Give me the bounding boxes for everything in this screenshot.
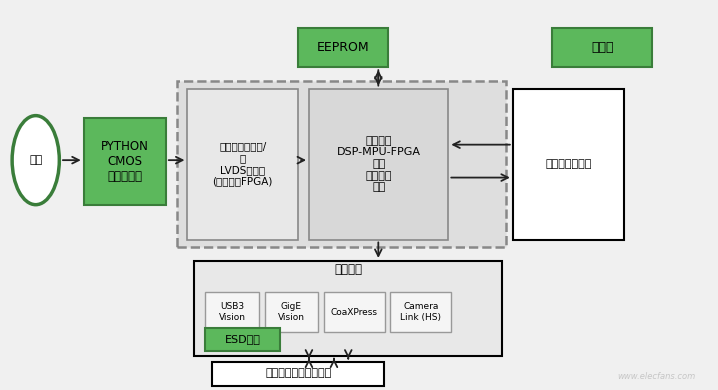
Text: PYTHON
CMOS
图像传感器: PYTHON CMOS 图像传感器 [101, 140, 149, 183]
FancyBboxPatch shape [391, 292, 452, 332]
FancyBboxPatch shape [265, 292, 318, 332]
Text: EEPROM: EEPROM [317, 41, 369, 54]
FancyBboxPatch shape [552, 28, 652, 67]
Text: CoaXPress: CoaXPress [331, 308, 378, 317]
Text: www.elecfans.com: www.elecfans.com [617, 372, 695, 381]
FancyBboxPatch shape [513, 89, 624, 239]
FancyBboxPatch shape [213, 362, 384, 385]
FancyBboxPatch shape [187, 89, 298, 239]
FancyBboxPatch shape [324, 292, 385, 332]
Ellipse shape [12, 115, 60, 205]
FancyBboxPatch shape [83, 117, 166, 205]
FancyBboxPatch shape [309, 89, 449, 239]
Text: 视频接口: 视频接口 [335, 263, 363, 276]
Text: 高速存储器接口: 高速存储器接口 [545, 159, 592, 169]
Text: Camera
Link (HS): Camera Link (HS) [401, 302, 442, 322]
Text: USB3
Vision: USB3 Vision [218, 302, 246, 322]
Text: GigE
Vision: GigE Vision [278, 302, 305, 322]
FancyBboxPatch shape [177, 81, 505, 247]
Text: 捕获引擎
DSP-MPU-FPGA
分析
图像处理
编码: 捕获引擎 DSP-MPU-FPGA 分析 图像处理 编码 [337, 136, 421, 192]
Text: 图像传感器接口/
桥
LVDS或并行
(通常采用FPGA): 图像传感器接口/ 桥 LVDS或并行 (通常采用FPGA) [213, 142, 273, 186]
Text: ESD保护: ESD保护 [225, 335, 261, 344]
FancyBboxPatch shape [205, 328, 280, 351]
FancyBboxPatch shape [195, 261, 502, 356]
Text: 主机计算机捕获和控制: 主机计算机捕获和控制 [265, 369, 331, 379]
Text: 板电源: 板电源 [591, 41, 613, 54]
FancyBboxPatch shape [205, 292, 259, 332]
FancyBboxPatch shape [298, 28, 388, 67]
Text: 镜头: 镜头 [29, 155, 42, 165]
